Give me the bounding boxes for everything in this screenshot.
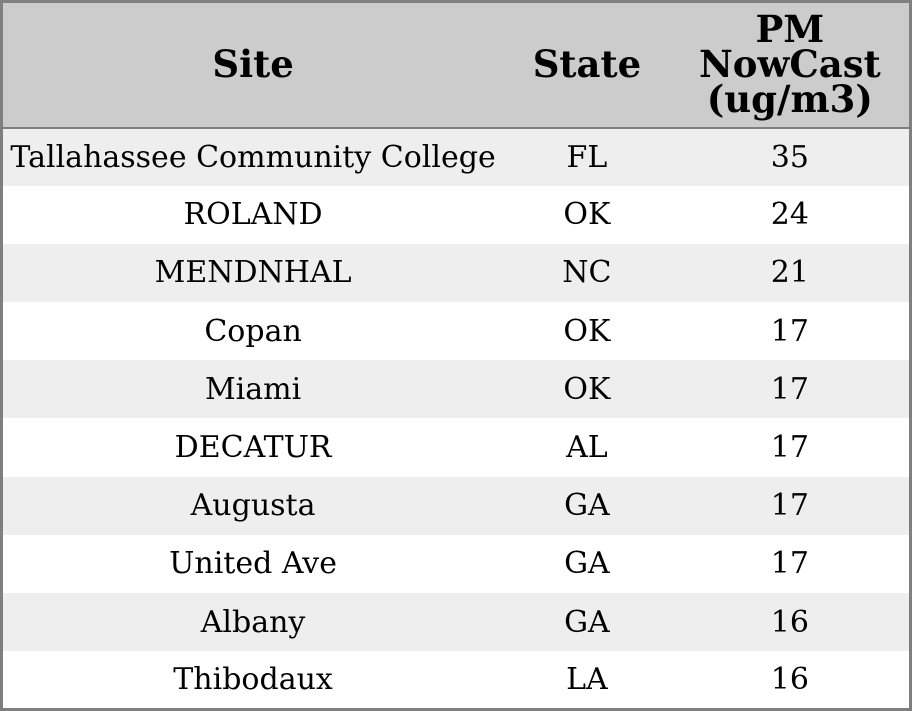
state-cell: AL xyxy=(566,430,608,466)
pm-value-cell: 24 xyxy=(770,197,809,233)
pm-value-cell: 17 xyxy=(770,371,809,407)
pm-value-cell: 17 xyxy=(770,313,809,349)
table-row: DECATUR AL 17 xyxy=(1,418,911,477)
header-pm-nowcast: PM NowCast (ug/m3) xyxy=(698,7,881,122)
table-row: Thibodaux LA 16 xyxy=(1,651,911,710)
header-row: Site State PM NowCast (ug/m3) xyxy=(1,1,911,128)
pm-value-cell: 21 xyxy=(770,255,809,291)
table-row: Albany GA 16 xyxy=(1,593,911,652)
table-row: Augusta GA 17 xyxy=(1,476,911,535)
site-cell: United Ave xyxy=(169,546,338,582)
state-cell: GA xyxy=(564,546,610,582)
table-header: Site State PM NowCast (ug/m3) xyxy=(1,1,911,128)
site-cell: Miami xyxy=(204,371,302,407)
table-row: Copan OK 17 xyxy=(1,302,911,361)
pm-value-cell: 17 xyxy=(770,430,809,466)
pm-value-cell: 17 xyxy=(770,488,809,524)
state-cell: OK xyxy=(563,197,611,233)
site-cell: Albany xyxy=(200,604,306,640)
state-cell: NC xyxy=(562,255,612,291)
state-cell: LA xyxy=(566,662,608,698)
site-cell: Augusta xyxy=(190,488,316,524)
pm-value-cell: 16 xyxy=(770,604,809,640)
state-cell: FL xyxy=(566,139,608,175)
state-cell: OK xyxy=(563,371,611,407)
table-body: Tallahassee Community College FL 35 ROLA… xyxy=(1,127,911,710)
pm-value-cell: 17 xyxy=(770,546,809,582)
site-cell: DECATUR xyxy=(174,430,332,466)
site-cell: ROLAND xyxy=(183,197,323,233)
table-row: Miami OK 17 xyxy=(1,360,911,419)
site-cell: Thibodaux xyxy=(173,662,333,698)
pm-value-cell: 16 xyxy=(770,662,809,698)
site-cell: Copan xyxy=(204,313,302,349)
pm-value-cell: 35 xyxy=(770,139,809,175)
header-site: Site xyxy=(212,42,294,87)
table-row: ROLAND OK 24 xyxy=(1,185,911,244)
site-cell: MENDNHAL xyxy=(154,255,352,291)
table-row: United Ave GA 17 xyxy=(1,534,911,593)
table-row: Tallahassee Community College FL 35 xyxy=(1,127,911,186)
state-cell: GA xyxy=(564,488,610,524)
site-cell: Tallahassee Community College xyxy=(10,139,496,175)
header-state: State xyxy=(532,42,642,87)
state-cell: OK xyxy=(563,313,611,349)
table-row: MENDNHAL NC 21 xyxy=(1,243,911,303)
state-cell: GA xyxy=(564,604,610,640)
